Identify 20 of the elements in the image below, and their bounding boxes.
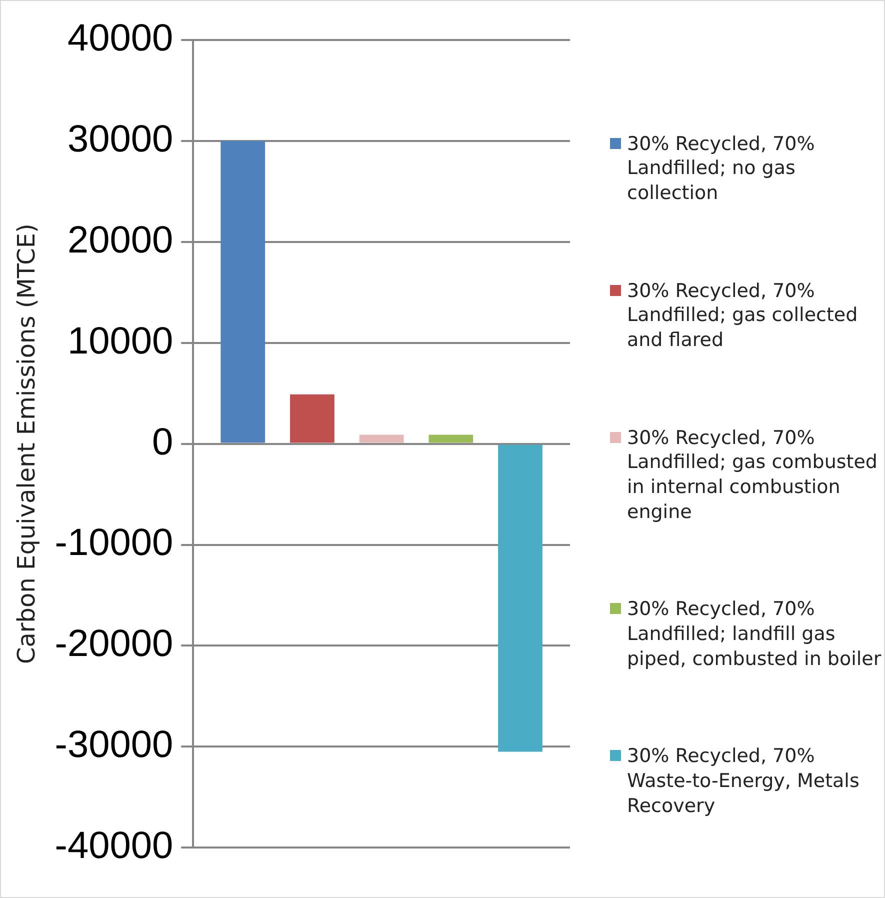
y-tick-label: 20000 xyxy=(67,219,174,262)
y-tick-label: 40000 xyxy=(67,17,174,60)
legend-label: 30% Recycled, 70% Waste-to-Energy, Metals Recovery xyxy=(627,744,860,818)
legend-label: 30% Recycled, 70% Landfilled; no gas collection xyxy=(627,132,816,206)
y-tick-label: -40000 xyxy=(54,825,174,868)
legend-label: 30% Recycled, 70% Landfilled; gas collected and flared xyxy=(627,278,859,353)
y-tick-label: 10000 xyxy=(67,320,174,362)
bar xyxy=(220,140,266,443)
y-tick-label: 0 xyxy=(152,421,174,464)
bar xyxy=(498,444,542,752)
bar xyxy=(290,394,334,443)
y-tick-label: 30000 xyxy=(67,118,174,160)
y-tick-label: -20000 xyxy=(54,623,174,666)
y-axis-title: Carbon Equivalent Emissions (MTCE) xyxy=(12,224,41,664)
y-tick-label: -10000 xyxy=(54,522,174,564)
legend-label: 30% Recycled, 70% Landfilled; landfill gas piped, combusted in boiler xyxy=(627,597,882,672)
bar xyxy=(428,434,474,443)
bar xyxy=(359,434,404,443)
y-tick-label: -30000 xyxy=(54,724,174,766)
legend-label: 30% Recycled, 70% Landfilled; gas combusted in internal combustion engine xyxy=(627,426,878,524)
